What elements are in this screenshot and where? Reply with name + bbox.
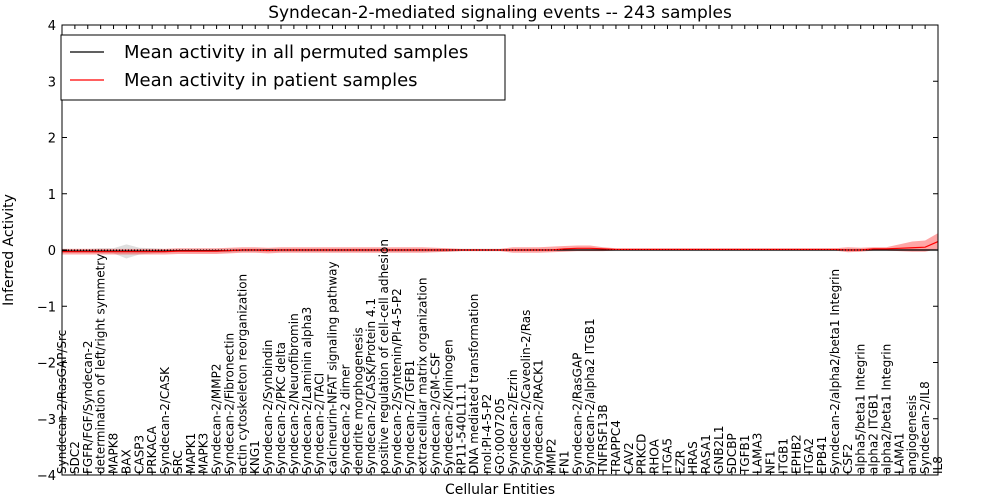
x-tick-label: PRKCD xyxy=(635,434,649,474)
x-tick-label: Syndecan-2/alpha2/beta1 Integrin xyxy=(828,269,842,474)
x-tick-label: PRKACA xyxy=(145,425,159,474)
x-tick-label: Syndecan-2/GM-CSF xyxy=(429,352,443,474)
y-tick-label: 2 xyxy=(48,132,56,147)
y-tick-label: 4 xyxy=(48,19,56,34)
x-tick-label: alpha2 ITGB1 xyxy=(867,393,881,474)
x-tick-label: Syndecan-2/Synbindin xyxy=(261,340,275,474)
x-tick-label: Syndecan-2/MMP2 xyxy=(210,364,224,474)
y-tick-label: −1 xyxy=(37,300,56,315)
x-tick-label: LAMA1 xyxy=(892,433,906,474)
confidence-band-1 xyxy=(62,244,938,259)
x-tick-label: determination of left/right symmetry xyxy=(94,254,108,474)
y-axis-label: Inferred Activity xyxy=(1,194,17,306)
x-tick-label: CASP3 xyxy=(132,435,146,474)
x-tick-label: TRAPPC4 xyxy=(609,420,623,475)
x-tick-label: Syndecan-2/CASK/Protein 4.1 xyxy=(364,298,378,474)
x-tick-label: alpha2/beta1 Integrin xyxy=(879,344,893,474)
x-tick-label: DNA mediated transformation xyxy=(467,294,481,474)
x-tick-label: mol:PI-4-5-P2 xyxy=(480,394,494,474)
x-tick-label: Syndecan-2/Ezrin xyxy=(506,369,520,474)
x-tick-label: actin cytoskeleton reorganization xyxy=(235,274,249,474)
x-tick-label: Syndecan-2/RACK1 xyxy=(532,359,546,474)
x-tick-label: Syndecan-2 dimer xyxy=(338,364,352,474)
x-tick-label: Syndecan-2/Neurofibromin xyxy=(287,313,301,474)
x-tick-label: Syndecan-2/Laminin alpha3 xyxy=(300,307,314,474)
x-tick-label: Syndecan-2/Caveolin-2/Ras xyxy=(519,310,533,474)
y-tick-label: 0 xyxy=(48,244,56,259)
x-tick-label: CAV2 xyxy=(622,442,636,474)
x-tick-label: TGFB1 xyxy=(738,435,752,475)
x-tick-label: SDC2 xyxy=(68,441,82,474)
x-tick-label: LAMA3 xyxy=(751,433,765,474)
x-tick-label: MAPK8 xyxy=(107,433,121,474)
chart-title: Syndecan-2-mediated signaling events -- … xyxy=(268,3,732,23)
x-tick-label: MAPK3 xyxy=(197,433,211,474)
legend-label-1: Mean activity in all permuted samples xyxy=(124,42,468,63)
x-tick-label: angiogenesis xyxy=(905,395,919,474)
x-tick-label: dendrite morphogenesis xyxy=(351,327,365,474)
x-tick-label: positive regulation of cell-cell adhesio… xyxy=(377,239,391,474)
y-tick-label: −4 xyxy=(37,469,56,484)
plot-area: −4 −3 −2 −1 0 1 2 3 4 Syndecan-2/RasGAP/SrcSDC2FG… xyxy=(37,19,945,484)
y-tick-label: −2 xyxy=(37,357,56,372)
x-tick-label: EPHB2 xyxy=(789,434,803,474)
x-tick-label: ITGA5 xyxy=(660,438,674,474)
x-tick-label: Syndecan-2/RasGAP/Src xyxy=(55,330,69,474)
x-tick-label: RASA1 xyxy=(699,434,713,474)
x-tick-label: MMP2 xyxy=(545,438,559,474)
legend-box xyxy=(60,34,506,101)
x-tick-label: IL8 xyxy=(931,456,945,474)
x-tick-label: EZR xyxy=(673,450,687,474)
x-tick-label: CSF2 xyxy=(841,443,855,474)
x-tick-label: Syndecan-2/TACI xyxy=(313,373,327,474)
x-tick-label: NF1 xyxy=(764,450,778,474)
x-tick-label: Syndecan-2/Syntenin/PI-4-5-P2 xyxy=(390,288,404,474)
x-tick-label: BAX xyxy=(119,449,133,474)
x-tick-label: SRC xyxy=(171,450,185,474)
x-tick-label: HRAS xyxy=(686,441,700,474)
x-tick-label: Syndecan-2/CASK xyxy=(158,366,172,474)
x-tick-label: calcineurin-NFAT signaling pathway xyxy=(326,261,340,474)
x-tick-label: Syndecan-2/RasGAP xyxy=(570,353,584,474)
x-tick-label: ITGA2 xyxy=(802,438,816,474)
x-tick-label: Syndecan-2/Fibronectin xyxy=(222,333,236,474)
x-tick-label: alpha5/beta1 Integrin xyxy=(854,344,868,474)
x-tick-label: FN1 xyxy=(557,450,571,474)
x-axis-label: Cellular Entities xyxy=(445,482,555,498)
x-tick-label: RHOA xyxy=(648,438,662,474)
x-tick-label: GNB2L1 xyxy=(712,426,726,474)
x-tick-label: EPB41 xyxy=(815,436,829,474)
x-tick-label: KNG1 xyxy=(248,440,262,474)
x-tick-label: extracellular matrix organization xyxy=(416,278,430,475)
y-tick-label: 1 xyxy=(48,188,56,203)
x-tick-label: ITGB1 xyxy=(776,438,790,474)
x-tick-label: Syndecan-2/Kininogen xyxy=(441,339,455,474)
legend: Mean activity in all permuted samples Mea… xyxy=(60,34,506,101)
x-tick-label: Syndecan-2/alpha2 ITGB1 xyxy=(583,318,597,474)
x-tick-label: SDCBP xyxy=(725,433,739,474)
x-tick-label: FGFR/FGF/Syndecan-2 xyxy=(81,341,95,474)
y-tick-label: 3 xyxy=(48,75,56,90)
x-tick-label: MAPK1 xyxy=(184,433,198,474)
x-tick-label: GO:0007205 xyxy=(493,398,507,474)
x-tick-label: Syndecan-2/TGFB1 xyxy=(403,360,417,474)
legend-label-2: Mean activity in patient samples xyxy=(124,70,418,91)
x-tick-label: TNFRSF13B xyxy=(596,404,610,475)
x-tick-label: Syndecan-2/IL8 xyxy=(918,381,932,474)
x-tick-label: RP11-540L11.1 xyxy=(454,383,468,474)
y-tick-label: −3 xyxy=(37,413,56,428)
x-tick-label: Syndecan-2/PKC delta xyxy=(274,342,288,474)
